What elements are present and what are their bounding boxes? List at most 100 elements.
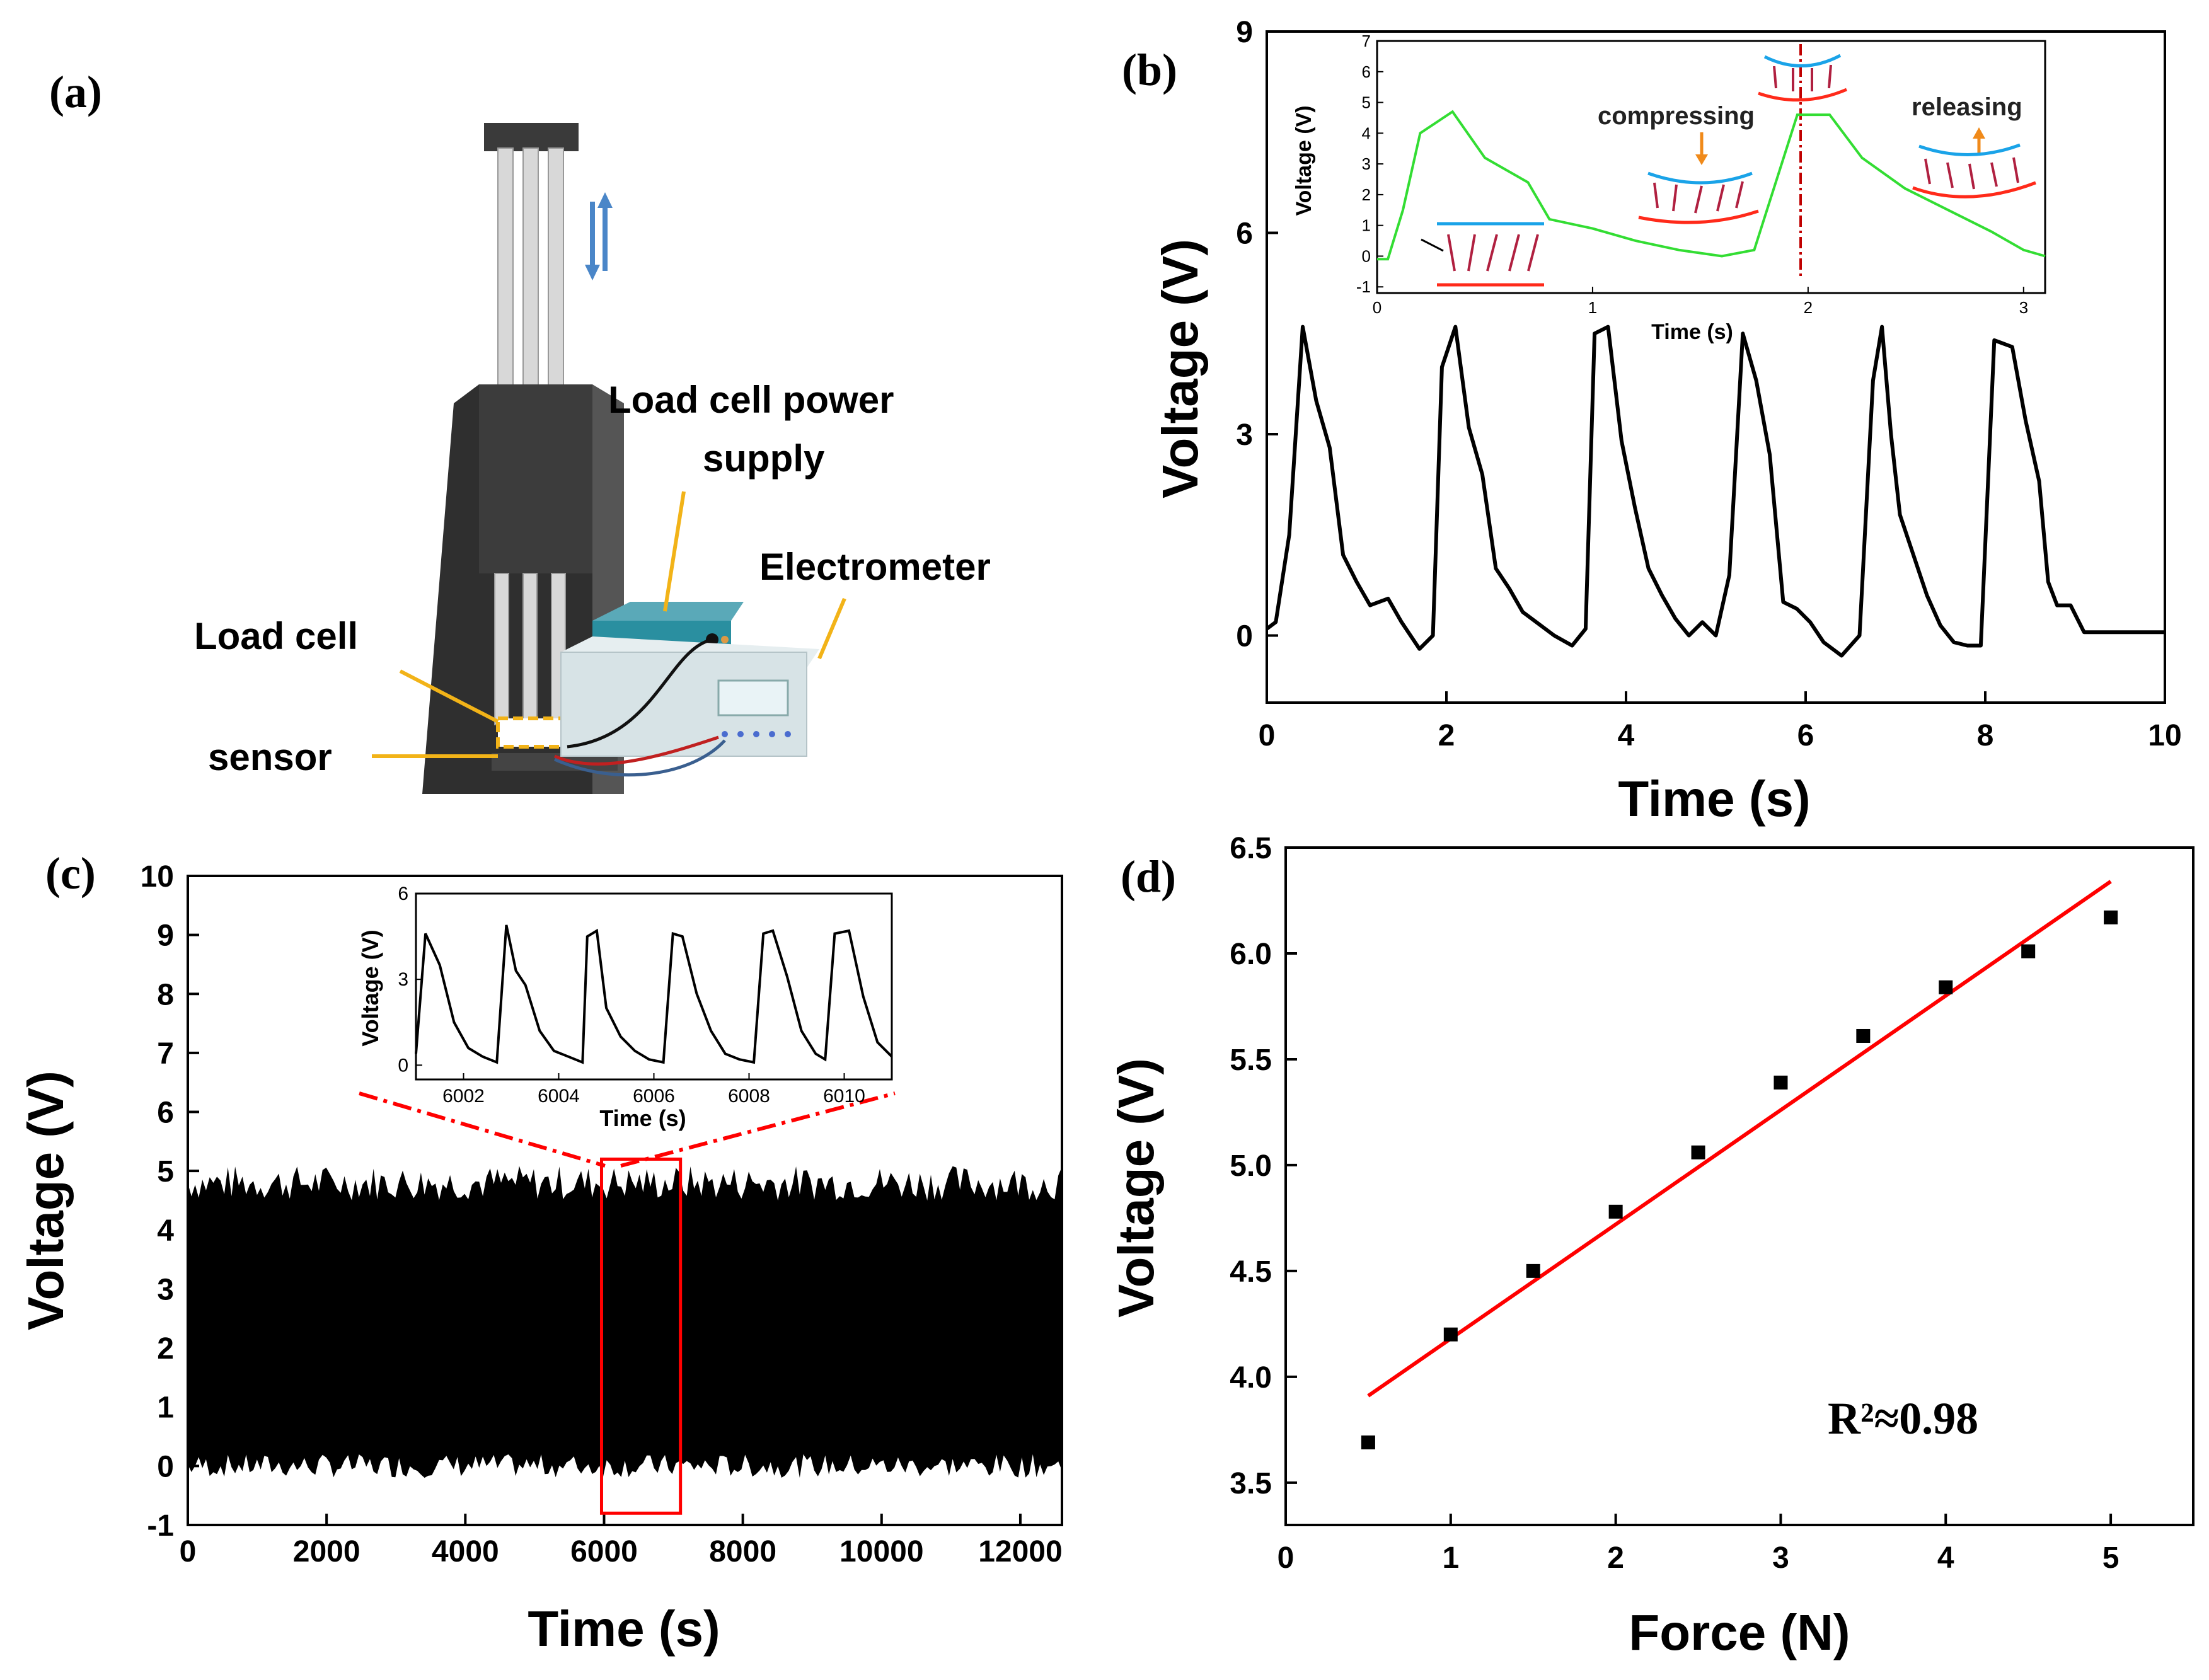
y-tick-label: 3 (1362, 154, 1371, 173)
panel-c-inset-ylabel: Voltage (V) (357, 929, 383, 1046)
data-point (1608, 1204, 1623, 1219)
panel-b-series-line (1266, 325, 2165, 658)
panel-label-c: (c) (45, 848, 96, 899)
panel-label-d: (d) (1121, 851, 1176, 902)
panel-label-b: (b) (1122, 45, 1177, 95)
y-tick-label: 7 (1362, 32, 1371, 50)
panel-d-fit-line (1367, 880, 2112, 1398)
top-cap (484, 123, 579, 151)
y-tick-label: 0 (1362, 246, 1371, 265)
x-tick-label: 3 (1772, 1541, 1789, 1575)
y-tick-label: 4.0 (1230, 1361, 1272, 1395)
y-tick-label: 4.5 (1230, 1255, 1272, 1289)
y-tick-label: 3.5 (1230, 1467, 1272, 1500)
lower-rods (494, 573, 566, 725)
x-tick-label: 6006 (633, 1086, 675, 1107)
y-tick-label: 6.5 (1230, 832, 1272, 865)
panel-c-chart: 0 2000 4000 6000 8000 10000 12000-101234567891… (18, 860, 1063, 1657)
y-tick-label: 4 (1362, 124, 1371, 142)
x-tick-label: 6000 (570, 1535, 638, 1568)
compress-arrow-icon (1695, 132, 1708, 165)
panel-d-xlabel: Force (N) (1629, 1604, 1850, 1660)
panel-b-frame (1266, 30, 2166, 704)
y-tick-label: 3 (1236, 418, 1253, 452)
panel-d-ylabel: Voltage (V) (1108, 1058, 1164, 1318)
x-tick-label: 6002 (442, 1086, 485, 1107)
schematic-rest-icon (1421, 222, 1544, 287)
x-tick-label: 6008 (728, 1086, 770, 1107)
y-tick-label: 6.0 (1230, 938, 1272, 971)
y-tick-label: 8 (157, 978, 174, 1011)
y-tick-label: 6 (398, 883, 408, 904)
panel-b-inset-frame (1376, 40, 2046, 294)
panel-d-points (1361, 910, 2118, 1449)
y-tick-label: 3 (398, 969, 408, 990)
data-point (1856, 1028, 1871, 1043)
y-tick-label: 0 (1236, 620, 1253, 653)
x-tick-label: 12000 (978, 1535, 1062, 1568)
y-tick-label: 2 (157, 1332, 174, 1366)
data-point (1774, 1075, 1788, 1090)
panel-c-inset-ticks: 6002 6004 6006 6008 6010 0 3 6 (398, 883, 865, 1107)
x-tick-label: 0 (1278, 1541, 1295, 1575)
label-load-cell-power-supply: supply (703, 437, 825, 480)
annotation-releasing: releasing (1912, 93, 2022, 121)
y-tick-label: 6 (1236, 217, 1253, 251)
callout-lines (372, 491, 846, 758)
y-tick-label: 1 (1362, 216, 1371, 235)
x-tick-label: 5 (2102, 1541, 2120, 1575)
schematic-peak-icon (1758, 54, 1847, 102)
data-point (1361, 1435, 1375, 1449)
panel-c-zoom-window (599, 1157, 683, 1515)
label-load-cell: Load cell (194, 615, 358, 657)
x-tick-label: 8000 (709, 1535, 776, 1568)
x-tick-label: 2 (1438, 719, 1455, 752)
y-tick-label: 3 (157, 1273, 174, 1306)
data-point (1939, 980, 1953, 994)
panel-b-inset-xlabel: Time (s) (1651, 320, 1733, 344)
data-point (2021, 944, 2036, 958)
schematic-releasing-icon (1912, 143, 2036, 198)
panel-d-frame (1284, 846, 2195, 1526)
x-tick-label: 3 (2019, 298, 2028, 317)
y-tick-label: 5.0 (1230, 1149, 1272, 1183)
label-electrometer: Electrometer (759, 546, 991, 588)
panel-b-ylabel: Voltage (V) (1152, 239, 1208, 498)
panel-c-xlabel: Time (s) (528, 1601, 720, 1657)
y-tick-label: 1 (157, 1391, 174, 1425)
panel-d-chart: 0 1 2 3 4 5 3.5 4.0 4.5 5.0 5.5 6.0 6.5 R²≈0.98 Forc… (1108, 832, 2195, 1660)
y-tick-label: -1 (1356, 277, 1371, 296)
y-tick-label: 5 (157, 1155, 174, 1188)
annotation-compressing: compressing (1598, 102, 1755, 130)
x-tick-label: 6 (1797, 719, 1814, 752)
x-tick-label: 0 (1373, 298, 1381, 317)
x-tick-label: 2 (1804, 298, 1813, 317)
apparatus-diagram: Load cell power supply Electrometer Load… (194, 123, 991, 794)
x-tick-label: 0 (1259, 719, 1276, 752)
label-load-cell-power: Load cell power (608, 379, 894, 421)
cables (553, 638, 726, 777)
y-tick-label: 6 (157, 1096, 174, 1130)
y-tick-label: 7 (157, 1037, 174, 1071)
panel-c-inset-frame (415, 892, 893, 1081)
x-tick-label: 6010 (823, 1086, 865, 1107)
y-tick-label: 6 (1362, 62, 1371, 81)
panel-d-r2-annotation: R²≈0.98 (1828, 1393, 1978, 1444)
panel-c-inset: 6002 6004 6006 6008 6010 0 3 6 Time (s) Voltage… (357, 883, 893, 1131)
panel-d-ticks: 0 1 2 3 4 5 3.5 4.0 4.5 5.0 5.5 6.0 6.5 (1230, 832, 2119, 1575)
x-tick-label: 0 (180, 1535, 197, 1568)
panel-c-ticks: 0 2000 4000 6000 8000 10000 12000-101234567891… (141, 860, 1063, 1568)
panel-label-a: (a) (49, 67, 102, 117)
load-cell-highlight (496, 716, 569, 749)
schematic-compressing-icon (1638, 171, 1759, 224)
release-arrow-icon (1973, 127, 1985, 154)
panel-c-signal-band (188, 1166, 1062, 1478)
x-tick-label: 2000 (293, 1535, 360, 1568)
panel-b-xlabel: Time (s) (1618, 771, 1810, 827)
panel-b-inset-ylabel: Voltage (V) (1292, 105, 1316, 216)
